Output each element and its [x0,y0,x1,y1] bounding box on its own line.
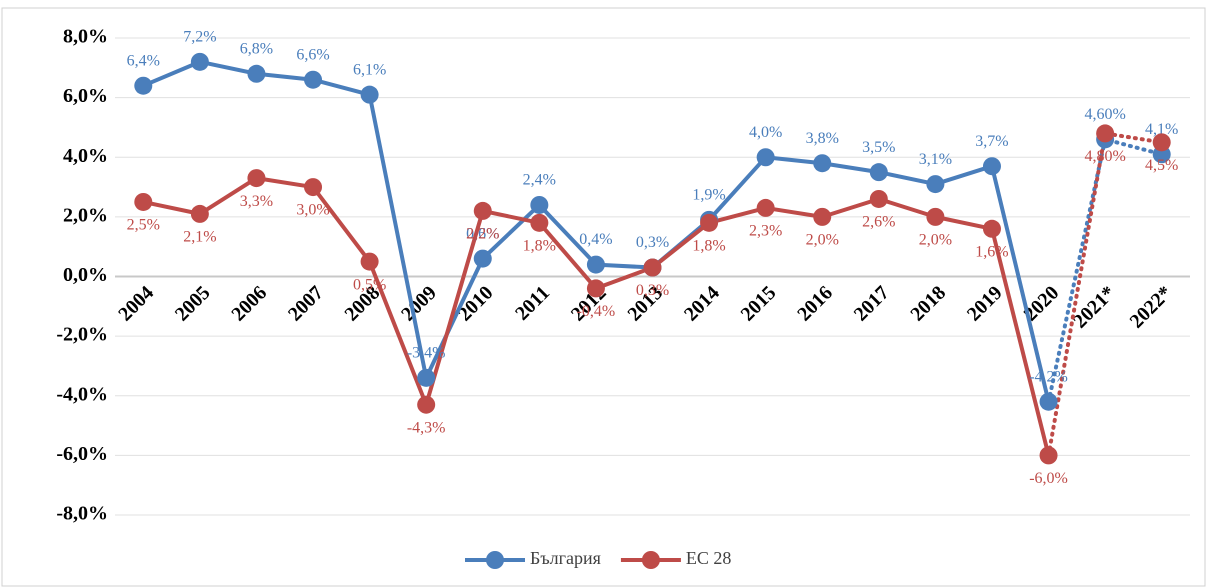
data-label: 0,3% [636,234,669,251]
marker [530,213,549,232]
data-label: 3,1% [919,151,952,168]
data-label: 1,8% [523,238,556,255]
marker [530,195,549,214]
data-label: 0,6% [466,225,499,242]
data-label: 1,8% [692,238,725,255]
data-label: 2,0% [919,232,952,249]
data-label: 1,9% [692,187,725,204]
data-label: 3,5% [862,139,895,156]
data-label: 2,2% [466,226,499,243]
data-label: 4,60% [1084,106,1125,123]
data-label: 6,4% [127,52,160,69]
marker [360,252,379,271]
data-label: -6,0% [1029,470,1068,487]
marker [134,192,153,211]
marker [1039,446,1058,465]
data-label: 4,5% [1145,157,1178,174]
data-label: 3,8% [806,130,839,147]
marker [869,189,888,208]
legend-marker [486,551,504,569]
marker [247,169,266,188]
marker [1039,392,1058,411]
marker [700,213,719,232]
marker [473,249,492,268]
data-label: 0,3% [636,282,669,299]
data-label: 3,3% [240,193,273,210]
data-label: -4,2% [1029,368,1068,385]
marker [247,64,266,83]
marker [417,395,436,414]
data-label: 2,6% [862,214,895,231]
data-label: 6,8% [240,40,273,57]
data-label: 0,5% [353,276,386,293]
y-tick-label: 0,0% [63,264,108,286]
y-tick-label: 8,0% [63,26,108,48]
marker [756,148,775,167]
marker [586,255,605,274]
marker [869,163,888,182]
marker [190,204,209,223]
marker [304,70,323,89]
data-label: 0,4% [579,231,612,248]
data-label: 3,7% [975,133,1008,150]
y-tick-label: 4,0% [63,145,108,167]
data-label: 2,1% [183,229,216,246]
marker [190,52,209,71]
marker [1152,133,1171,152]
marker [586,279,605,298]
y-tick-label: -6,0% [56,443,108,465]
data-label: -0,4% [577,303,616,320]
y-tick-label: -8,0% [56,503,108,525]
y-tick-label: -4,0% [56,383,108,405]
marker [473,201,492,220]
legend-label: ЕС 28 [686,548,732,568]
marker [304,178,323,197]
data-label: -4,3% [407,419,446,436]
chart-border [1,7,1206,587]
data-label: 2,3% [749,223,782,240]
data-label: 2,5% [127,217,160,234]
series-line [1046,131,1164,458]
marker [813,154,832,173]
data-label: 2,0% [806,232,839,249]
data-label: 4,0% [749,124,782,141]
y-tick-label: 2,0% [63,204,108,226]
data-label: 4,1% [1145,121,1178,138]
marker [417,368,436,387]
marker [134,76,153,95]
data-label: 4,80% [1084,148,1125,165]
y-tick-label: 6,0% [63,85,108,107]
marker [643,258,662,277]
marker [813,207,832,226]
marker [1096,124,1115,143]
marker [360,85,379,104]
y-tick-label: -2,0% [56,324,108,346]
data-label: 2,4% [523,172,556,189]
data-label: 6,1% [353,61,386,78]
data-label: 6,6% [296,46,329,63]
marker [756,198,775,217]
marker [982,157,1001,176]
legend-marker [641,551,660,569]
marker [926,207,945,226]
marker [982,219,1001,238]
data-label: 3,0% [296,202,329,219]
legend-label: България [530,548,601,568]
data-label: -3,4% [407,345,446,362]
data-label: 1,6% [975,243,1008,260]
marker [926,175,945,194]
data-label: 7,2% [183,29,216,46]
